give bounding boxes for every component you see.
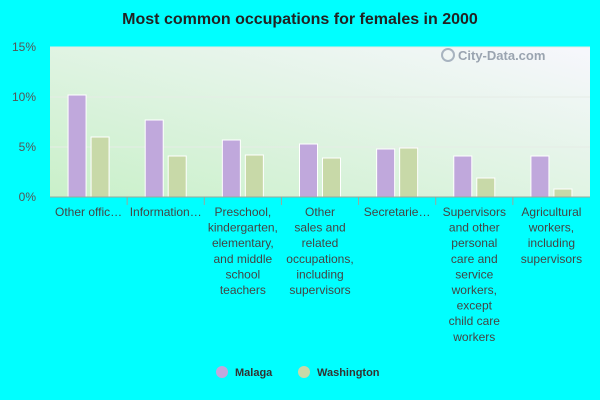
y-tick-label: 15% (12, 40, 36, 54)
x-category-label: Other sales and related occupations, includi… (286, 205, 353, 297)
x-category-label: Supervisors and other personal care and serv… (443, 205, 506, 344)
watermark: City-Data.com (441, 48, 545, 63)
legend-label: Washington (317, 367, 380, 379)
bar-malaga (299, 143, 318, 198)
bar-washington (322, 157, 341, 198)
x-axis: Other offic… Information… Preschool, kinder… (50, 196, 590, 344)
legend-swatch (216, 366, 228, 378)
x-category-label: Secretarie… (364, 205, 431, 219)
bar-malaga (376, 148, 396, 198)
bar-washington (167, 155, 187, 198)
legend-item: Malaga (216, 366, 273, 379)
watermark-text: City-Data.com (458, 48, 545, 63)
bar-malaga (453, 155, 473, 198)
y-tick-label: 10% (12, 90, 36, 104)
bar-washington (90, 136, 110, 198)
x-category-label: Other offic… (55, 205, 122, 219)
y-tick-label: 0% (19, 190, 37, 204)
bar-malaga (67, 94, 87, 198)
legend: Malaga Washington (216, 366, 380, 379)
watermark-icon (441, 48, 455, 62)
bar-washington (244, 154, 264, 198)
plot-area (50, 47, 590, 197)
x-category-label: Preschool, kindergarten, elementary, and mi… (208, 205, 278, 297)
bar-washington (399, 147, 419, 198)
x-category-label: Information… (130, 205, 202, 219)
x-category-label: Agricultural workers, including supervisors (521, 205, 582, 266)
bars (67, 94, 573, 198)
legend-label: Malaga (235, 367, 273, 379)
legend-swatch (298, 366, 310, 378)
bar-malaga (144, 119, 164, 198)
bar-washington (476, 177, 496, 198)
bar-washington (553, 188, 573, 198)
legend-item: Washington (298, 366, 380, 379)
chart-title: Most common occupations for females in 2… (122, 11, 478, 28)
y-tick-label: 5% (19, 140, 37, 154)
grid-lines (50, 46, 590, 148)
y-axis: 0% 5% 10% 15% (12, 40, 36, 204)
bar-malaga (221, 139, 241, 198)
bar-malaga (530, 155, 550, 198)
